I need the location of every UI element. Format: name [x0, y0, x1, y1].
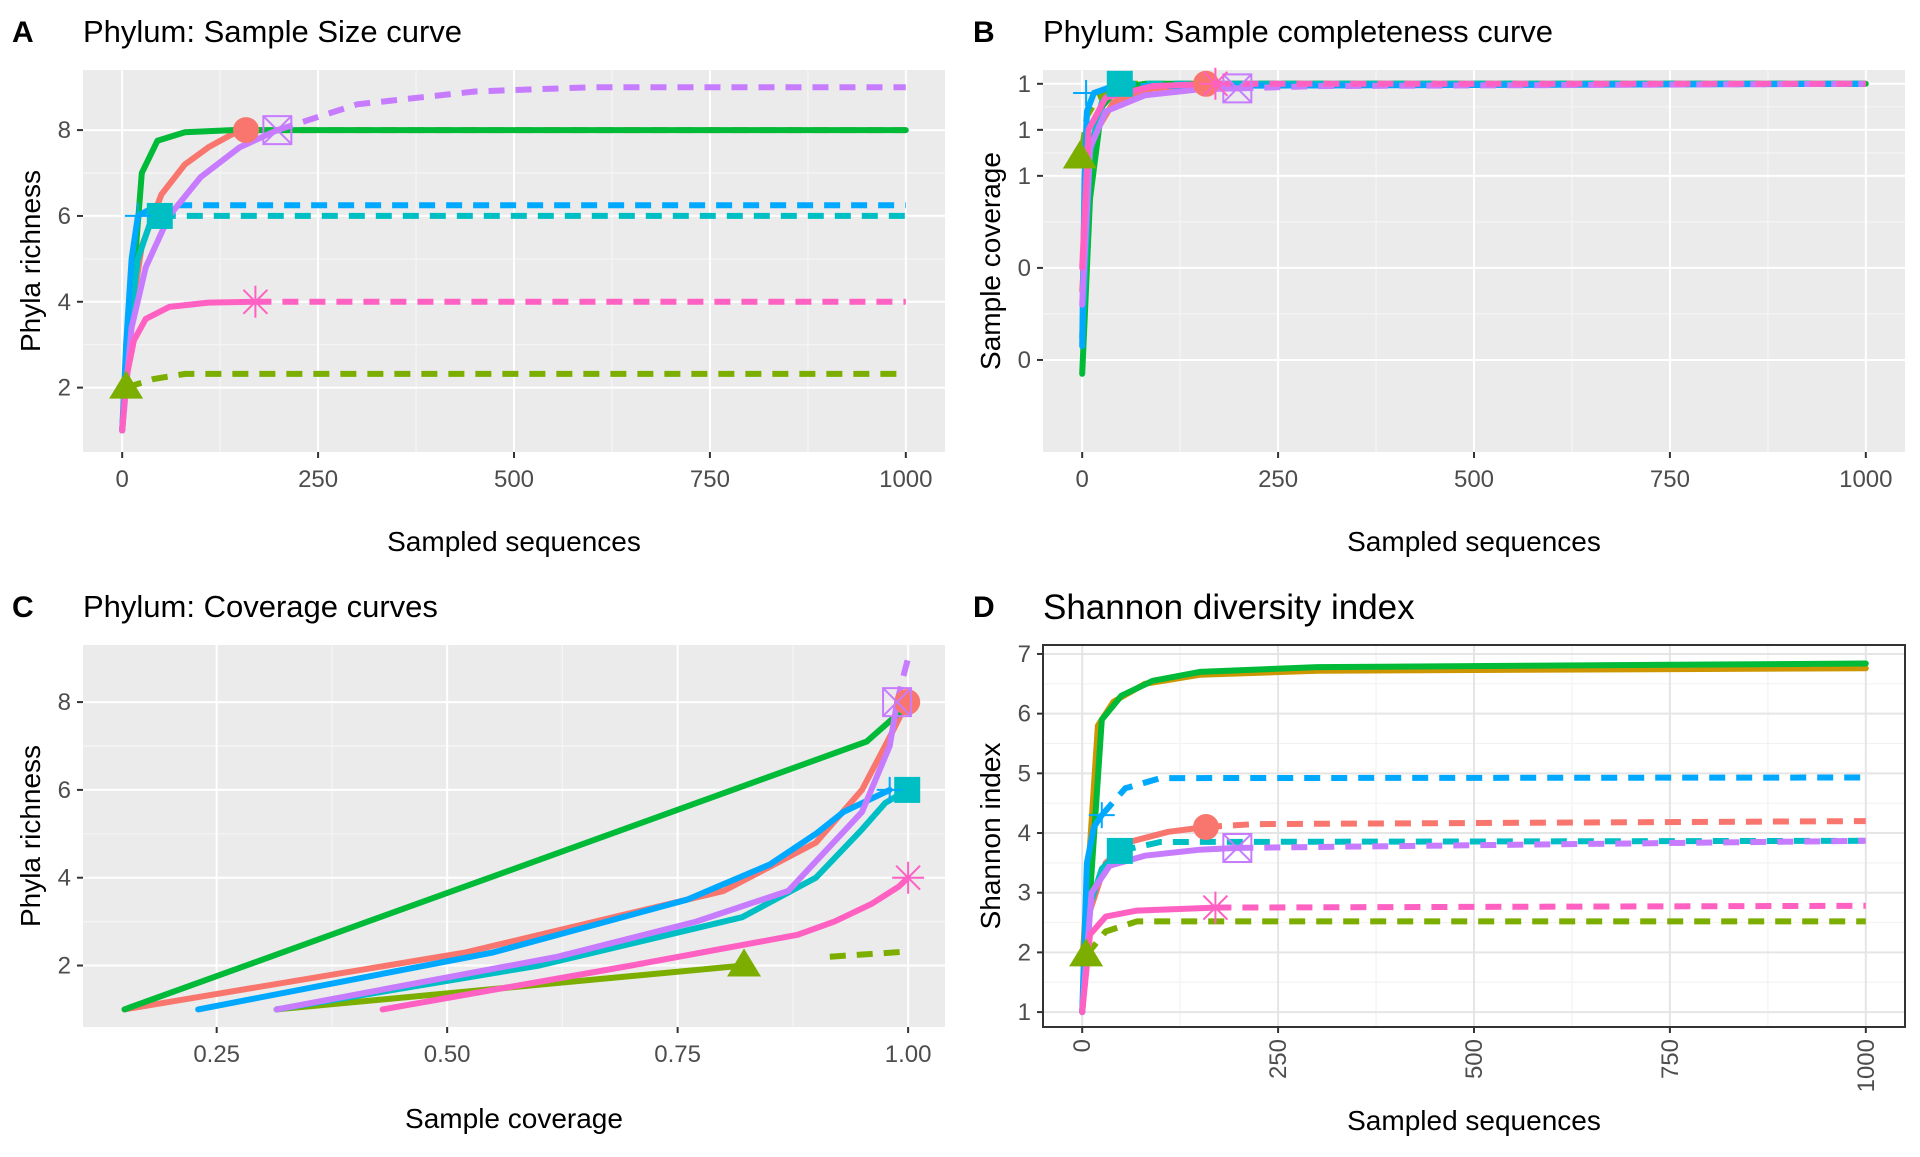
chart-title: Shannon diversity index [1043, 588, 1415, 627]
panel-c: C Phylum: Coverage curves 0.25 0.50 0.75 1.… [12, 589, 945, 1134]
y-tick-label: 6 [58, 777, 71, 804]
x-axis-title: Sampled sequences [1347, 1105, 1601, 1136]
series-marker [894, 689, 921, 716]
series-marker [1073, 80, 1100, 107]
x-tick-label: 0.75 [654, 1041, 701, 1068]
series-marker [1199, 891, 1232, 924]
y-axis-title: Shannon index [975, 743, 1006, 930]
x-tick-label: 1.00 [885, 1041, 932, 1068]
x-tick-label: 750 [1657, 1039, 1684, 1079]
y-tick-label: 1 [1018, 999, 1031, 1026]
x-tick-label: 500 [494, 466, 534, 493]
plot-area: 0 250 500 750 1000 1 2 3 4 5 6 7 [1018, 641, 1906, 1092]
series-marker [146, 202, 173, 229]
x-tick-label: 750 [690, 466, 730, 493]
series-marker [1192, 814, 1219, 841]
panel-a: A Phylum: Sample Size curve 0 250 500 750 10… [12, 14, 945, 557]
series-marker [892, 861, 925, 894]
series-marker [882, 687, 913, 718]
x-tick-label: 0 [1076, 466, 1089, 493]
x-tick-label: 750 [1650, 466, 1690, 493]
x-tick-label: 250 [1258, 466, 1298, 493]
y-axis-title: Sample coverage [975, 152, 1006, 370]
y-tick-label: 0 [1018, 347, 1031, 374]
x-tick-label: 500 [1461, 1039, 1488, 1079]
panel-letter: C [12, 591, 34, 624]
panel-b: B Phylum: Sample completeness curve 0 250… [973, 14, 1905, 557]
chart-title: Phylum: Sample Size curve [83, 14, 462, 49]
panel-letter: A [12, 16, 34, 49]
y-tick-label: 2 [1018, 939, 1031, 966]
x-tick-label: 500 [1454, 466, 1494, 493]
y-tick-label: 4 [1018, 820, 1031, 847]
x-axis-title: Sample coverage [405, 1103, 623, 1134]
x-tick-label: 0 [116, 466, 129, 493]
series-marker [1069, 938, 1104, 967]
series-marker [727, 948, 762, 977]
series-dashed-line [1215, 902, 1866, 911]
y-tick-label: 2 [58, 953, 71, 980]
series-dashed-line [1119, 837, 1866, 854]
y-tick-label: 3 [1018, 880, 1031, 907]
x-axis-title: Sampled sequences [1347, 526, 1601, 557]
series-marker [109, 370, 144, 399]
x-tick-label: 0.50 [424, 1041, 471, 1068]
y-tick-label: 1 [1018, 117, 1031, 144]
plot-area: 0.25 0.50 0.75 1.00 2 4 6 8 [58, 645, 945, 1068]
x-tick-label: 1000 [879, 466, 932, 493]
y-tick-label: 4 [58, 865, 71, 892]
series-marker [876, 776, 903, 803]
series-line [1079, 660, 1869, 1016]
series-marker [262, 115, 293, 146]
series-marker [1222, 832, 1253, 863]
series-marker [1088, 802, 1115, 829]
panel-letter: D [973, 591, 995, 624]
series-dashed-line [125, 370, 906, 391]
series-dashed-line [1237, 837, 1866, 851]
x-tick-label: 1000 [1839, 466, 1892, 493]
series-dashed-line [829, 948, 909, 960]
y-tick-label: 1 [1018, 163, 1031, 190]
plot-area: 0 250 500 750 1000 0 0 1 1 1 [1018, 67, 1905, 493]
y-tick-label: 4 [58, 289, 71, 316]
x-tick-label: 250 [1265, 1039, 1292, 1079]
x-tick-label: 0.25 [193, 1041, 240, 1068]
y-tick-label: 1 [1018, 71, 1031, 98]
series-line [273, 699, 901, 1013]
x-tick-label: 0 [1069, 1039, 1096, 1052]
y-tick-label: 6 [58, 203, 71, 230]
x-tick-label: 250 [298, 466, 338, 493]
series-marker [1106, 837, 1133, 864]
series-marker [232, 117, 259, 144]
series-marker [1062, 140, 1097, 169]
y-tick-label: 7 [1018, 641, 1031, 668]
series-line [195, 786, 893, 1013]
x-tick-label: 1000 [1853, 1039, 1880, 1092]
x-axis-title: Sampled sequences [387, 526, 641, 557]
series-dashed-line [1083, 918, 1866, 958]
series-marker [124, 202, 151, 229]
y-axis-title: Phyla richness [15, 745, 46, 927]
y-tick-label: 8 [58, 689, 71, 716]
chart-title: Phylum: Coverage curves [83, 589, 438, 624]
series-marker [1199, 67, 1232, 100]
series-line [1079, 80, 1219, 271]
series-line [1079, 812, 1105, 1016]
y-tick-label: 8 [58, 117, 71, 144]
y-tick-label: 2 [58, 375, 71, 402]
panel-letter: B [973, 16, 995, 49]
series-dashed-line [276, 84, 906, 133]
panel-d: D Shannon diversity index 0 250 500 750 1000… [973, 588, 1906, 1136]
chart-title: Phylum: Sample completeness curve [1043, 14, 1553, 49]
plot-area: 0 250 500 750 1000 2 4 6 8 [58, 70, 945, 493]
y-tick-label: 6 [1018, 701, 1031, 728]
series-marker [239, 285, 272, 318]
y-axis-title: Phyla richness [15, 170, 46, 352]
series-line [273, 786, 911, 1013]
y-tick-label: 0 [1018, 255, 1031, 282]
series-marker [1106, 70, 1133, 97]
y-tick-label: 5 [1018, 760, 1031, 787]
